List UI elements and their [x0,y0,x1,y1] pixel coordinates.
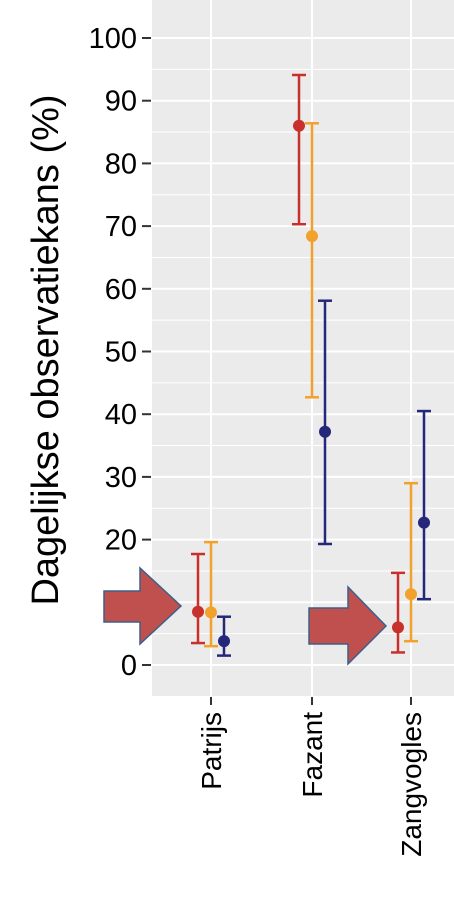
y-axis-title: Dagelijkse observatiekans (%) [25,94,67,605]
data-point [392,621,404,634]
y-tick-label: 80 [105,148,137,180]
data-point [205,606,217,619]
y-tick-label: 70 [105,211,137,243]
x-axis: Patrijs Fazant Zangvogles [196,697,427,857]
annotation-arrows [103,566,388,666]
right-arrow-icon [103,566,183,646]
y-axis: 0102030405060708090100 [89,23,151,682]
y-tick-label: 50 [105,337,137,369]
data-point [405,588,417,601]
y-tick-label: 60 [105,274,137,306]
data-point [293,119,305,132]
plot-panel [152,0,454,696]
x-tick-label: Zangvogles [396,712,427,857]
y-tick-label: 100 [89,23,137,55]
x-tick-label: Patrijs [196,712,227,790]
x-tick-label: Fazant [297,712,328,798]
data-point [306,230,318,243]
y-tick-label: 20 [105,525,137,557]
y-tick-label: 30 [105,462,137,494]
data-point [319,425,331,438]
y-tick-label: 40 [105,399,137,431]
data-point [218,635,230,648]
right-arrow-icon [308,585,388,666]
y-tick-label: 90 [105,86,137,118]
gridlines [152,0,454,696]
data-point [418,516,430,529]
data-point [192,605,204,618]
y-tick-label: 0 [121,650,137,682]
data-marks [191,73,431,657]
